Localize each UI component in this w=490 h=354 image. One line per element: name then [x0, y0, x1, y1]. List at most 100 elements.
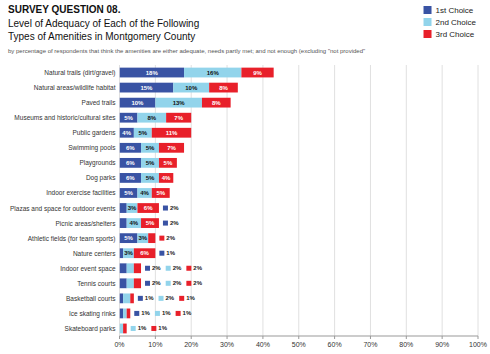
bar-segment [134, 248, 156, 258]
data-label: 6% [126, 145, 135, 151]
category-label: Tennis courts [77, 280, 116, 287]
data-label: 1% [166, 250, 175, 256]
bar-segment [123, 324, 127, 334]
data-label: 5% [164, 160, 173, 166]
title-line: Level of Adequacy of Each of the Followi… [8, 18, 199, 29]
bar-segment [141, 218, 159, 228]
bar-segment [127, 278, 134, 288]
bar-segment [127, 203, 138, 213]
bars [120, 68, 274, 334]
data-label: 5% [138, 130, 147, 136]
data-label: 2% [152, 280, 161, 286]
bar-segment [173, 83, 209, 93]
data-label: 2% [173, 265, 182, 271]
data-label: 5% [146, 160, 155, 166]
bar-segment [159, 158, 177, 168]
data-label: 5% [156, 190, 165, 196]
category-label: Public gardens [73, 129, 117, 137]
axis-line [120, 336, 478, 337]
label-key [186, 266, 191, 271]
category-label: Natural areas/wildlife habitat [34, 84, 116, 91]
category-label: Nature centers [73, 250, 116, 257]
data-label: 5% [124, 235, 133, 241]
legend-label: 2nd Choice [436, 18, 477, 27]
bar-segment [120, 218, 127, 228]
bar-segment [120, 278, 127, 288]
data-label: 1% [183, 310, 192, 316]
category-label: Museums and historic/cultural sites [14, 114, 116, 121]
bar-segment [148, 233, 155, 243]
bar-segment [159, 143, 184, 153]
bar-segment [241, 68, 273, 78]
bar-segment [184, 68, 241, 78]
data-label: 3% [138, 235, 147, 241]
label-key [159, 236, 164, 241]
data-label: 4% [122, 130, 131, 136]
bar-segment [120, 203, 127, 213]
bar-segment [120, 188, 138, 198]
data-label: 2% [170, 205, 179, 211]
category-label: Indoor event space [60, 265, 116, 273]
bar-segment [120, 128, 134, 138]
data-label: 7% [167, 145, 176, 151]
y-axis: Natural trails (dirt/gravel)Natural area… [10, 69, 116, 333]
label-key [145, 266, 150, 271]
data-label: 6% [126, 160, 135, 166]
label-key [179, 296, 184, 301]
bar-segment [123, 309, 127, 319]
bar-segment [120, 158, 142, 168]
bar-segment [123, 293, 130, 303]
tick-label: 10% [148, 341, 162, 348]
category-label: Athletic fields (for team sports) [28, 235, 116, 243]
bar-segment [120, 324, 124, 334]
bar-segment [202, 98, 231, 108]
bar-segment [209, 83, 238, 93]
bar-segment [123, 248, 134, 258]
data-label: 1% [162, 310, 171, 316]
tick-label: 20% [184, 341, 198, 348]
bar-segment [137, 233, 148, 243]
bar-segment [137, 113, 166, 123]
bar-segment [120, 83, 174, 93]
bar-segment [137, 188, 151, 198]
tick-label: 100% [469, 341, 487, 348]
label-key [166, 281, 171, 286]
bar-segment [127, 218, 141, 228]
data-label: 1% [158, 325, 167, 331]
bar-segment [134, 263, 141, 273]
tick-label: 40% [256, 341, 270, 348]
legend-swatch [424, 6, 432, 14]
data-label: 6% [140, 250, 149, 256]
bar-segment [141, 173, 159, 183]
data-label: 1% [141, 310, 150, 316]
bar-segment [134, 278, 141, 288]
title-line: Types of Amenities in Montgomery County [8, 31, 195, 42]
category-label: Plazas and space for outdoor events [10, 205, 116, 213]
data-label: 1% [145, 295, 154, 301]
legend-label: 1st Choice [436, 6, 474, 15]
data-label: 2% [166, 235, 175, 241]
data-label: 4% [140, 190, 149, 196]
grid-line [334, 65, 335, 336]
bar-segment [120, 248, 124, 258]
data-label: 9% [253, 70, 262, 76]
label-key [155, 311, 160, 316]
bar-segment [134, 128, 152, 138]
category-label: Indoor exercise facilities [46, 189, 116, 196]
tick-label: 30% [220, 341, 234, 348]
label-key [145, 281, 150, 286]
data-label: 10% [131, 100, 144, 106]
bar-segment [141, 158, 159, 168]
category-label: Skateboard parks [65, 325, 117, 333]
x-axis: 0%10%20%30%40%50%60%70%80%90%100% [114, 65, 487, 348]
data-label: 5% [146, 145, 155, 151]
data-label: 18% [146, 70, 159, 76]
label-key [131, 326, 136, 331]
data-label: 8% [219, 85, 228, 91]
chart: SURVEY QUESTION 08.Level of Adequacy of … [0, 0, 490, 354]
grid-line [442, 65, 443, 336]
legend-swatch [424, 18, 432, 26]
label-key [151, 326, 156, 331]
data-label: 7% [174, 115, 183, 121]
tick-label: 0% [114, 341, 124, 348]
